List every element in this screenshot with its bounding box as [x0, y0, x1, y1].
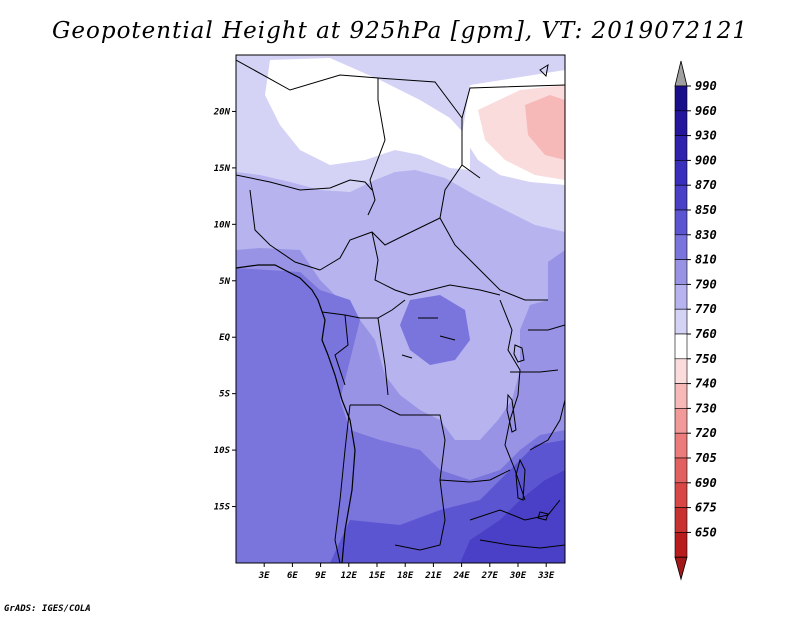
lon-tick-label: 3E — [258, 571, 270, 581]
legend-swatch — [674, 85, 688, 112]
legend-label: 750 — [695, 352, 717, 366]
legend-label: 760 — [695, 327, 717, 341]
lon-tick-label: 24E — [452, 571, 470, 581]
legend-swatch — [674, 259, 688, 285]
field-760-region — [265, 58, 470, 170]
lon-tick-label: 30E — [509, 571, 527, 581]
legend-label: 900 — [695, 153, 717, 167]
map-title: Geopotential Height at 925hPa [gpm], VT:… — [52, 18, 748, 44]
legend-label: 675 — [695, 501, 717, 515]
legend-label: 690 — [695, 476, 717, 490]
legend-swatch — [674, 383, 688, 409]
lon-tick-label: 27E — [481, 571, 499, 581]
latitude-axis: 20N 15N 10N 5N EQ 5S 10S 15S — [213, 107, 236, 513]
lon-tick-label: 18E — [397, 571, 414, 581]
coastline — [236, 264, 356, 563]
grads-credit: GrADS: IGES/COLA — [4, 604, 91, 614]
lon-tick-label: 12E — [341, 571, 358, 581]
lon-tick-label: 6E — [287, 571, 298, 581]
legend-swatch — [674, 432, 688, 459]
lat-tick-label: 10N — [214, 220, 231, 230]
legend-swatch — [674, 135, 688, 161]
lat-tick-label: 5S — [219, 390, 230, 400]
legend-swatch — [674, 333, 688, 360]
legend-label: 850 — [695, 203, 717, 217]
legend-label: 790 — [695, 277, 717, 291]
lakes — [401, 63, 549, 521]
legend-label: 720 — [695, 426, 717, 440]
legend-top-arrow — [674, 60, 688, 87]
field-830-west — [236, 268, 565, 563]
legend-swatch — [674, 284, 688, 310]
legend-swatch — [674, 308, 688, 335]
lon-tick-label: 33E — [537, 571, 555, 581]
legend-label: 830 — [695, 228, 717, 242]
lon-tick-label: 9E — [315, 571, 326, 581]
legend-label: 740 — [695, 377, 717, 391]
legend-swatch — [674, 209, 688, 236]
field-830-congo — [400, 295, 470, 365]
longitude-axis: 3E 6E 9E 12E 15E 18E 21E 24E 27E 30E 33E — [258, 563, 555, 581]
map-frame — [235, 54, 566, 564]
country-borders — [236, 59, 565, 563]
legend-swatch — [674, 408, 688, 434]
legend-label: 705 — [695, 451, 717, 465]
legend-swatch — [674, 234, 688, 260]
legend-label: 810 — [695, 253, 717, 267]
field-740-region — [525, 95, 565, 160]
lat-tick-label: 10S — [214, 446, 231, 456]
legend-swatch — [674, 358, 688, 384]
map-area — [236, 55, 565, 563]
legend-swatch — [674, 160, 688, 186]
lat-tick-label: 15N — [214, 164, 231, 174]
lon-tick-label: 21E — [424, 571, 442, 581]
legend-label: 650 — [695, 525, 717, 539]
legend-swatch — [674, 184, 688, 211]
legend-swatch — [674, 110, 688, 136]
legend-label: 870 — [695, 178, 717, 192]
legend-swatch — [674, 532, 688, 558]
legend-swatch — [674, 482, 688, 508]
lon-tick-label: 15E — [369, 571, 386, 581]
color-legend: 990 960 930 900 870 850 830 810 790 770 760 750 740 7… — [674, 60, 717, 581]
lat-tick-label: 20N — [213, 107, 231, 117]
legend-swatch — [674, 457, 688, 484]
legend-label: 770 — [695, 302, 717, 316]
legend-bottom-arrow — [674, 556, 688, 581]
legend-label: 730 — [695, 401, 717, 415]
legend-label: 990 — [695, 79, 717, 93]
legend-swatch — [674, 507, 688, 533]
legend-label: 960 — [695, 104, 717, 118]
field-870-southeast — [460, 470, 565, 563]
lat-tick-label: 5N — [219, 277, 230, 287]
legend-label: 930 — [695, 129, 717, 143]
lat-tick-label: 15S — [214, 503, 231, 513]
lat-tick-label: EQ — [219, 333, 230, 343]
